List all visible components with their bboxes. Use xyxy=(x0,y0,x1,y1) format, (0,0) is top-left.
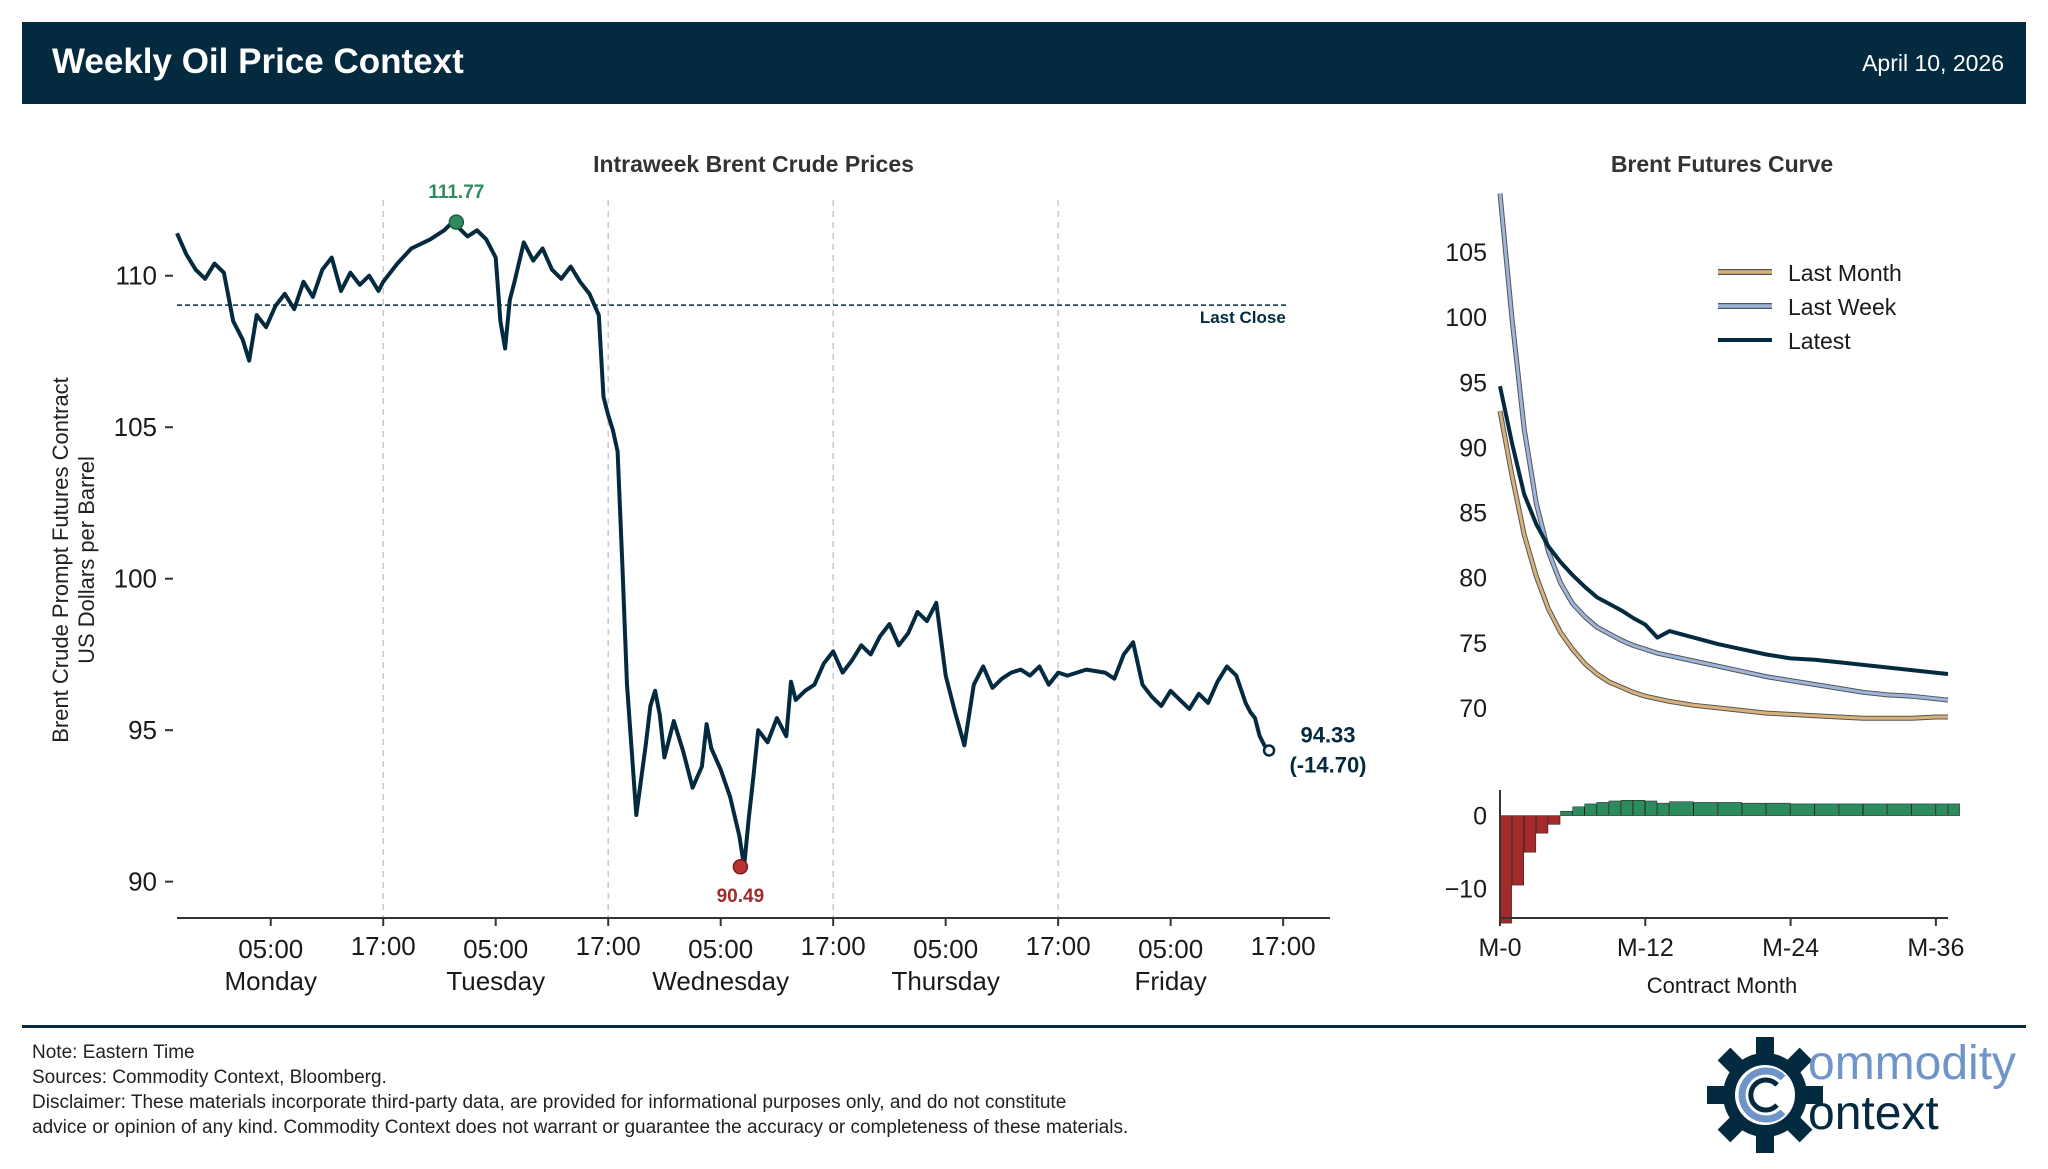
x-tick-day-label: Friday xyxy=(1135,966,1207,996)
x-tick-time-label: 05:00 xyxy=(688,934,753,964)
spread-bar xyxy=(1536,815,1549,834)
disclaimer-line-2: advice or opinion of any kind. Commodity… xyxy=(32,1117,1129,1138)
curve-y-tick-label: 70 xyxy=(1459,695,1487,723)
curve-x-axis-label: Contract Month xyxy=(1647,973,1797,998)
x-tick-day-label: Monday xyxy=(224,966,317,996)
x-tick-day-label: Thursday xyxy=(891,966,999,996)
x-tick-day-label: Tuesday xyxy=(446,966,545,996)
spread-bar xyxy=(1947,803,1960,816)
curve-y-tick-label: 85 xyxy=(1459,500,1487,528)
spread-bar xyxy=(1608,800,1621,816)
y-tick-label: 110 xyxy=(116,261,157,291)
curve-y-tick-label: 105 xyxy=(1445,239,1487,267)
spread-y-tick-label: −10 xyxy=(1445,876,1487,904)
spread-bar xyxy=(1645,800,1658,816)
x-tick-time-label: 17:00 xyxy=(351,931,416,961)
x-tick-day-label: Wednesday xyxy=(652,966,789,996)
high-point-marker xyxy=(448,214,465,230)
x-tick-time-label: 17:00 xyxy=(801,931,866,961)
x-tick-time-label: 05:00 xyxy=(913,934,978,964)
curve-y-tick-label: 90 xyxy=(1459,434,1487,462)
x-tick-time-label: 17:00 xyxy=(576,931,641,961)
spread-bar xyxy=(1620,799,1633,816)
curve-x-tick-label: M-0 xyxy=(1478,934,1521,962)
brent-price-line xyxy=(175,219,1271,869)
legend-label: Latest xyxy=(1788,328,1851,354)
spread-bar xyxy=(1838,803,1863,816)
footer-divider xyxy=(22,1025,2026,1028)
latest-change-label: (-14.70) xyxy=(1289,752,1366,777)
logo-word-commodity: ommodity xyxy=(1808,1037,2017,1090)
spread-bar xyxy=(1741,802,1767,816)
spread-bar xyxy=(1560,810,1573,816)
curve-chart-title: Brent Futures Curve xyxy=(1611,151,1833,177)
sources-text: Sources: Commodity Context, Bloomberg. xyxy=(32,1067,387,1088)
main-chart-title: Intraweek Brent Crude Prices xyxy=(593,151,914,177)
spread-bar xyxy=(1887,803,1912,816)
latest-value-label: 94.33 xyxy=(1300,722,1355,747)
x-tick-time-label: 05:00 xyxy=(463,934,528,964)
spread-bar xyxy=(1717,802,1742,816)
high-point-label: 111.77 xyxy=(428,182,484,203)
y-axis-label-line-2: US Dollars per Barrel xyxy=(74,456,99,664)
curve-line-last-month xyxy=(1498,410,1948,720)
y-tick-label: 105 xyxy=(114,412,157,442)
spread-bar xyxy=(1911,803,1936,816)
y-tick-label: 100 xyxy=(114,564,157,594)
x-tick-time-label: 17:00 xyxy=(1251,931,1316,961)
legend-label: Last Month xyxy=(1788,260,1902,286)
low-point-label: 90.49 xyxy=(717,886,765,907)
spread-bar xyxy=(1693,802,1718,816)
x-tick-time-label: 05:00 xyxy=(238,934,303,964)
note-text: Note: Eastern Time xyxy=(32,1042,195,1063)
spread-bar xyxy=(1548,815,1561,825)
spread-bar xyxy=(1584,803,1597,816)
x-tick-time-label: 05:00 xyxy=(1138,934,1203,964)
gear-logo-icon xyxy=(1707,1037,1823,1153)
latest-point-marker xyxy=(1262,744,1276,757)
spread-bar xyxy=(1632,799,1646,816)
header-bar: Weekly Oil Price Context April 10, 2026 xyxy=(22,22,2026,104)
spread-y-tick-label: 0 xyxy=(1473,803,1487,831)
last-close-label: Last Close xyxy=(1200,308,1286,327)
curve-y-tick-label: 100 xyxy=(1445,304,1487,332)
logo-word-context: ontext xyxy=(1808,1087,1939,1140)
spread-bar xyxy=(1511,815,1524,886)
spread-bar xyxy=(1814,803,1839,816)
curve-x-tick-label: M-12 xyxy=(1617,934,1674,962)
spread-bar xyxy=(1935,803,1948,816)
spread-bar xyxy=(1572,806,1585,816)
curve-x-tick-label: M-36 xyxy=(1907,934,1964,962)
curve-line-latest xyxy=(1498,385,1949,676)
page-title: Weekly Oil Price Context xyxy=(52,42,464,81)
spread-bar xyxy=(1790,803,1815,816)
curve-line-last-week xyxy=(1498,193,1949,702)
curve-y-tick-label: 80 xyxy=(1459,565,1487,593)
spread-bar xyxy=(1596,802,1609,816)
curve-y-tick-label: 75 xyxy=(1459,630,1487,658)
report-date: April 10, 2026 xyxy=(1862,50,2004,76)
y-tick-label: 90 xyxy=(128,867,157,897)
spread-bar xyxy=(1766,802,1791,816)
x-tick-time-label: 17:00 xyxy=(1026,931,1091,961)
y-tick-label: 95 xyxy=(128,715,157,745)
spread-bar xyxy=(1499,815,1512,924)
legend-label: Last Week xyxy=(1788,294,1897,320)
curve-outline-last-month xyxy=(1497,410,1948,721)
y-axis-label-line-1: Brent Crude Prompt Futures Contract xyxy=(48,377,73,743)
spread-bar xyxy=(1862,803,1888,816)
spread-bar xyxy=(1657,802,1670,816)
curve-x-tick-label: M-24 xyxy=(1762,934,1819,962)
spread-bar xyxy=(1669,801,1694,816)
footer-notes: Note: Eastern Time Sources: Commodity Co… xyxy=(32,1040,1128,1140)
disclaimer-line-1: Disclaimer: These materials incorporate … xyxy=(32,1092,1067,1113)
low-point-marker xyxy=(732,859,749,875)
main-y-axis-label: Brent Crude Prompt Futures ContractUS Do… xyxy=(48,377,99,743)
spread-bar xyxy=(1523,815,1537,853)
curve-y-tick-label: 95 xyxy=(1459,369,1487,397)
